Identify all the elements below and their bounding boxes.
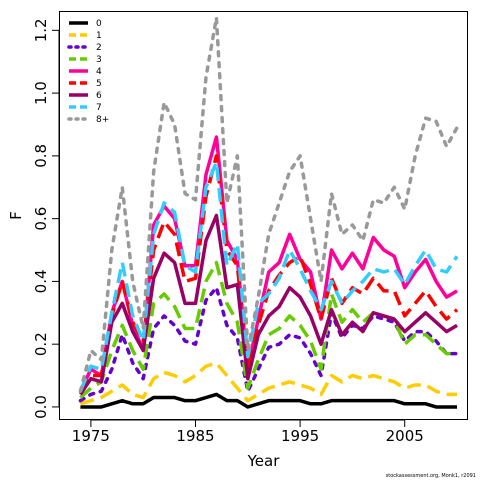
series-line-7 xyxy=(78,160,459,392)
legend-label-2: 2 xyxy=(96,43,102,53)
series-line-8 xyxy=(78,16,459,393)
x-tick-label-3: 2005 xyxy=(386,427,424,445)
legend-label-3: 3 xyxy=(96,55,102,65)
y-tick-label-2: 0.4 xyxy=(32,269,50,293)
legend-label-8: 8+ xyxy=(96,115,109,125)
legend-label-6: 6 xyxy=(96,91,102,101)
legend-label-4: 4 xyxy=(96,67,102,77)
legend: 0 1 2 3 4 5 6 7 8+ xyxy=(67,19,109,125)
legend-label-0: 0 xyxy=(96,19,102,29)
legend-label-7: 7 xyxy=(96,103,102,113)
legend-label-1: 1 xyxy=(96,31,102,41)
series-line-6 xyxy=(78,213,458,396)
x-axis: 1975 1985 1995 2005 xyxy=(72,419,424,445)
x-tick-label-0: 1975 xyxy=(72,427,110,445)
x-axis-title: Year xyxy=(247,452,281,470)
y-tick-label-0: 0.0 xyxy=(32,395,50,419)
series-layer xyxy=(78,16,459,409)
series-line-3 xyxy=(79,260,458,399)
x-tick-label-1: 1985 xyxy=(176,427,214,445)
series-line-4 xyxy=(78,135,458,393)
y-tick-label-3: 0.6 xyxy=(32,207,50,231)
y-tick-label-1: 0.2 xyxy=(32,332,50,356)
y-tick-label-6: 1.2 xyxy=(32,18,50,42)
series-line-1 xyxy=(79,361,458,406)
y-tick-label-4: 0.8 xyxy=(32,144,50,168)
legend-label-5: 5 xyxy=(96,79,102,89)
y-tick-label-5: 1.0 xyxy=(32,81,50,105)
series-line-2 xyxy=(78,285,459,403)
credit-text: stockassessment.org, Monk1, r2091 xyxy=(386,473,476,479)
x-tick-label-2: 1995 xyxy=(281,427,319,445)
y-axis: 0.0 0.2 0.4 0.6 0.8 1.0 1.2 xyxy=(32,18,60,419)
series-line-0 xyxy=(80,392,458,409)
y-axis-title: F xyxy=(7,211,25,220)
